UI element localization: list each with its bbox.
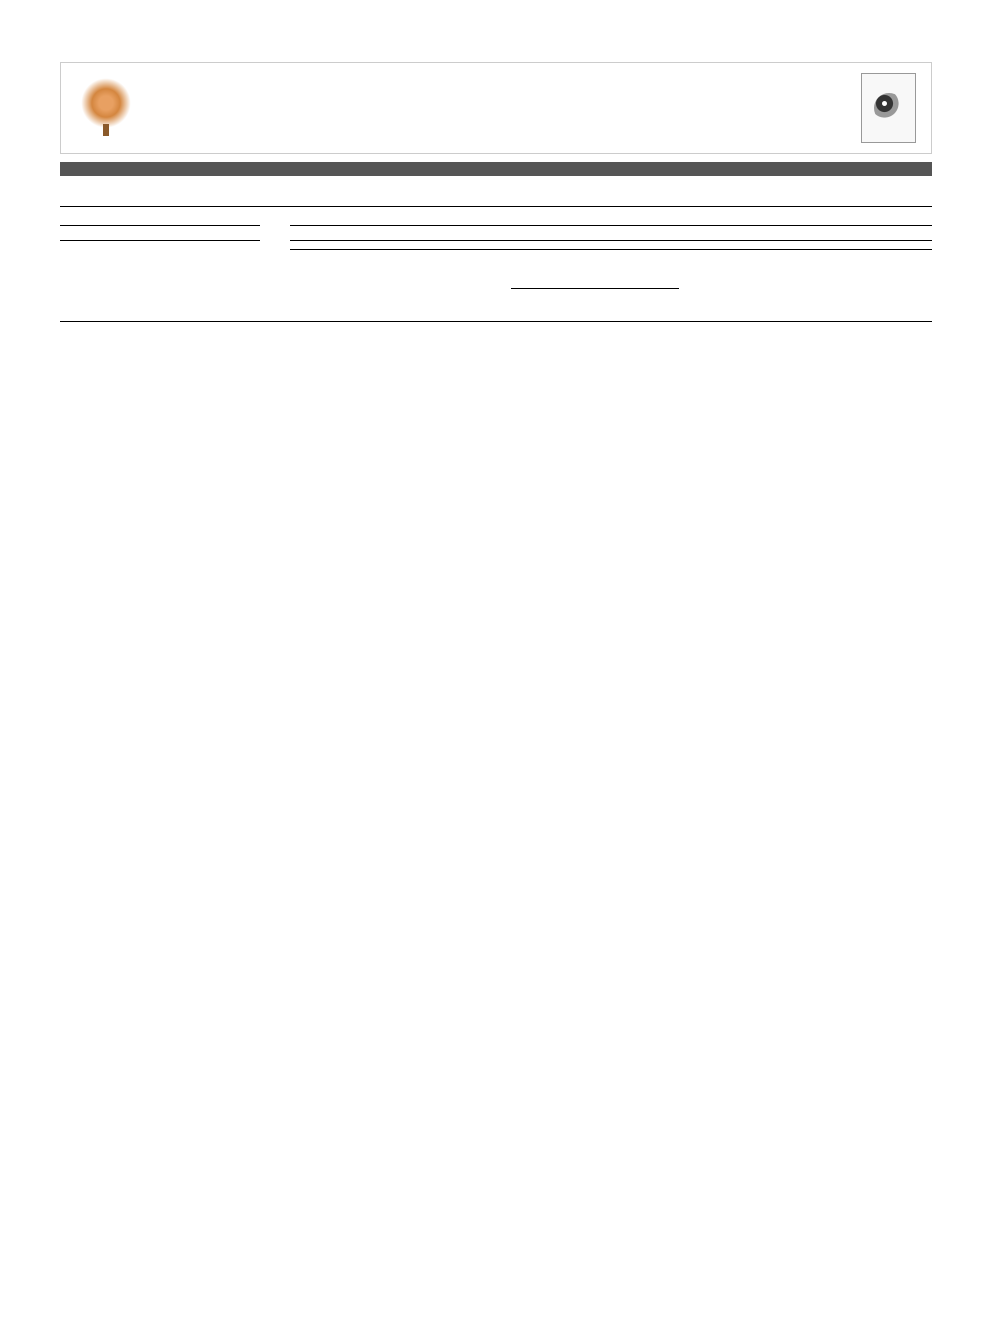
abstract-divider [290,240,932,241]
introduction-section [60,288,932,301]
section-divider [60,206,932,207]
info-divider [60,225,260,226]
cover-icon [874,93,904,123]
highlights-divider [290,225,932,226]
info-divider [60,240,260,241]
footnote-divider [511,288,679,289]
journal-header [60,62,932,154]
page-footer [60,321,932,328]
elsevier-logo [76,73,136,143]
journal-cover-thumb [861,73,916,143]
abstract-bottom-divider [290,249,932,250]
elsevier-tree-icon [81,78,131,128]
header-divider-bar [60,162,932,176]
